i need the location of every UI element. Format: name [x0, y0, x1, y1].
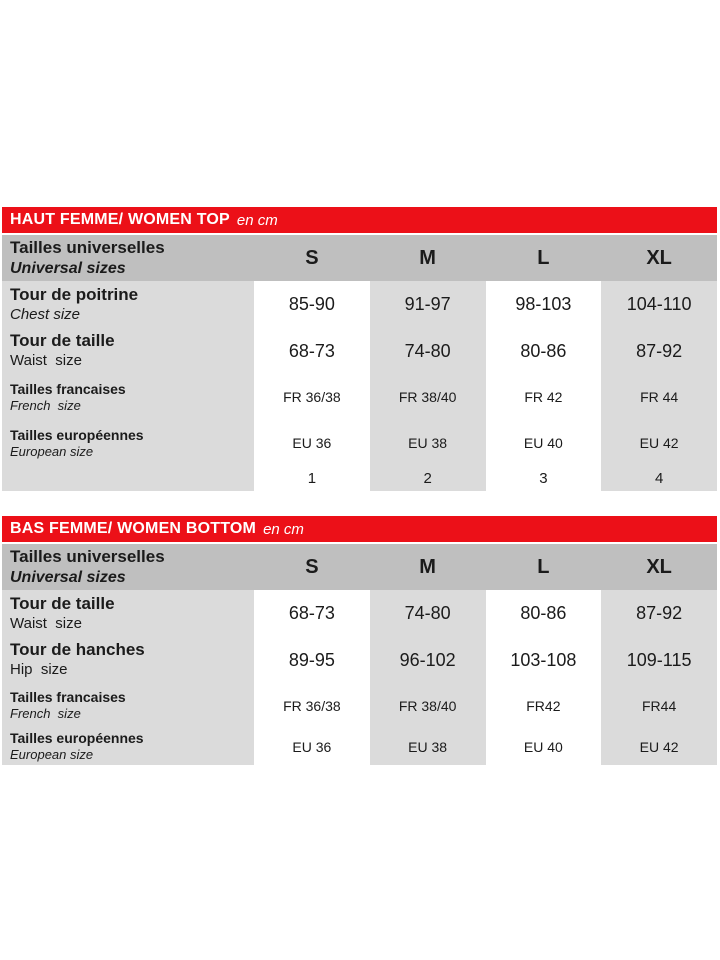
header-label-en: Universal sizes — [10, 259, 126, 277]
size-value-cell: 74-80 — [369, 590, 486, 637]
size-value-cell: EU 36 — [254, 728, 370, 765]
size-value-cell: 98-103 — [485, 281, 602, 328]
row-label: Tour de hanches — [10, 640, 145, 660]
size-value-cell: FR44 — [601, 683, 717, 728]
size-col-header-m: M — [419, 555, 436, 578]
table-row-hip: Tour de hanches Hip size 89-95 96-102 10… — [2, 637, 717, 683]
table-row-french-sizes: Tailles francaises French size FR 36/38 … — [2, 374, 717, 420]
header-label-en: Universal sizes — [10, 568, 126, 586]
size-value-cell: EU 42 — [601, 420, 717, 466]
size-value-cell: 89-95 — [254, 637, 370, 683]
row-sublabel: Waist size — [10, 352, 82, 370]
row-label: Tailles francaises — [10, 380, 126, 397]
size-value-cell: 109-115 — [601, 637, 717, 683]
size-value-cell: 96-102 — [369, 637, 486, 683]
size-col-header-s: S — [305, 246, 319, 269]
size-value-cell: 87-92 — [601, 590, 717, 637]
size-value-cell: 68-73 — [254, 328, 370, 374]
row-sublabel: French size — [10, 706, 81, 722]
size-value-cell: EU 40 — [485, 420, 602, 466]
row-label-cell: Tailles francaises French size — [2, 683, 254, 728]
table-row-french-sizes: Tailles francaises French size FR 36/38 … — [2, 683, 717, 728]
row-label: Tour de poitrine — [10, 284, 139, 304]
table-unit-label: en cm — [236, 211, 278, 229]
row-label-cell — [2, 466, 254, 491]
size-value-cell: 104-110 — [601, 281, 717, 328]
table-row-waist: Tour de taille Waist size 68-73 74-80 80… — [2, 328, 717, 374]
size-value-cell: FR 36/38 — [254, 683, 370, 728]
universal-sizes-header: Tailles universelles Universal sizes — [2, 235, 254, 281]
size-value-cell: EU 42 — [601, 728, 717, 765]
table-title: HAUT FEMME/ WOMEN TOP — [10, 211, 230, 228]
size-value-cell: 80-86 — [485, 590, 602, 637]
size-value-cell: 4 — [601, 466, 717, 491]
row-sublabel: European size — [10, 747, 94, 763]
size-value-cell: 1 — [254, 466, 370, 491]
size-value-cell: FR42 — [485, 683, 602, 728]
size-value-cell: 85-90 — [254, 281, 370, 328]
size-value-cell: FR 38/40 — [369, 683, 486, 728]
table-row-european-sizes: Tailles européennes European size EU 36 … — [2, 420, 717, 466]
row-label-cell: Tailles européennes European size — [2, 420, 254, 466]
size-col-header-l: L — [537, 555, 550, 578]
row-label-cell: Tailles européennes European size — [2, 728, 254, 765]
row-label-cell: Tour de poitrine Chest size — [2, 281, 254, 328]
size-header-row: Tailles universelles Universal sizes S M… — [2, 235, 717, 281]
size-header-row: Tailles universelles Universal sizes S M… — [2, 544, 717, 590]
size-value-cell: EU 36 — [254, 420, 370, 466]
size-value-cell: EU 40 — [485, 728, 602, 765]
size-col-header-l: L — [537, 246, 550, 269]
table-row-numeric-sizes: 1 2 3 4 — [2, 466, 717, 491]
row-label: Tour de taille — [10, 593, 115, 613]
size-value-cell: 3 — [485, 466, 602, 491]
row-sublabel: French size — [10, 397, 81, 413]
row-label-cell: Tour de hanches Hip size — [2, 637, 254, 683]
table-title-bar: HAUT FEMME/ WOMEN TOP en cm — [2, 207, 717, 233]
table-title-bar: BAS FEMME/ WOMEN BOTTOM en cm — [2, 516, 717, 542]
size-value-cell: FR 38/40 — [369, 374, 486, 420]
size-col-header-xl: XL — [646, 555, 672, 578]
row-sublabel: Waist size — [10, 614, 82, 632]
row-sublabel: Chest size — [10, 305, 81, 323]
row-label: Tailles francaises — [10, 689, 126, 706]
table-row-european-sizes: Tailles européennes European size EU 36 … — [2, 728, 717, 765]
size-value-cell: 80-86 — [485, 328, 602, 374]
row-label: Tailles européennes — [10, 426, 144, 443]
header-label-fr: Tailles universelles — [10, 546, 165, 566]
table-row-chest: Tour de poitrine Chest size 85-90 91-97 … — [2, 281, 717, 328]
row-label-cell: Tailles francaises French size — [2, 374, 254, 420]
table-unit-label: en cm — [263, 520, 304, 538]
row-label-cell: Tour de taille Waist size — [2, 328, 254, 374]
size-value-cell: 74-80 — [369, 328, 486, 374]
header-label-fr: Tailles universelles — [10, 237, 165, 257]
row-label: Tour de taille — [10, 331, 115, 351]
table-title: BAS FEMME/ WOMEN BOTTOM — [10, 520, 257, 537]
size-value-cell: EU 38 — [369, 420, 486, 466]
size-value-cell: 2 — [369, 466, 486, 491]
women-bottom-size-table: BAS FEMME/ WOMEN BOTTOM en cm Tailles un… — [2, 516, 717, 765]
row-label-cell: Tour de taille Waist size — [2, 590, 254, 637]
size-value-cell: 91-97 — [369, 281, 486, 328]
size-value-cell: FR 42 — [485, 374, 602, 420]
size-value-cell: FR 44 — [601, 374, 717, 420]
row-label: Tailles européennes — [10, 730, 144, 747]
row-sublabel: European size — [10, 443, 94, 459]
size-col-header-xl: XL — [646, 246, 672, 269]
size-col-header-m: M — [419, 246, 436, 269]
women-top-size-table: HAUT FEMME/ WOMEN TOP en cm Tailles univ… — [2, 207, 717, 491]
size-value-cell: 68-73 — [254, 590, 370, 637]
row-sublabel: Hip size — [10, 661, 68, 679]
size-value-cell: EU 38 — [369, 728, 486, 765]
size-value-cell: 103-108 — [485, 637, 602, 683]
universal-sizes-header: Tailles universelles Universal sizes — [2, 544, 254, 590]
size-value-cell: 87-92 — [601, 328, 717, 374]
size-value-cell: FR 36/38 — [254, 374, 370, 420]
size-col-header-s: S — [305, 555, 319, 578]
table-row-waist: Tour de taille Waist size 68-73 74-80 80… — [2, 590, 717, 637]
